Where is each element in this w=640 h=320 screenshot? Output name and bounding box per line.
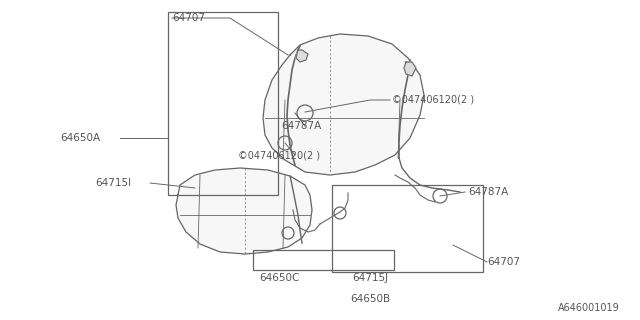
Text: 64715I: 64715I <box>95 178 131 188</box>
Polygon shape <box>404 62 416 76</box>
Text: 64650C: 64650C <box>259 273 299 283</box>
Text: 64650A: 64650A <box>60 133 100 143</box>
Bar <box>253 250 394 270</box>
Text: A646001019: A646001019 <box>558 303 620 313</box>
Text: 64787A: 64787A <box>281 121 321 131</box>
Text: ©047406120(2 ): ©047406120(2 ) <box>238 150 320 160</box>
Text: 64707: 64707 <box>172 13 205 23</box>
Bar <box>332 185 483 272</box>
Bar <box>168 12 278 195</box>
Text: 64715J: 64715J <box>352 273 388 283</box>
Polygon shape <box>296 50 308 62</box>
Text: 64650B: 64650B <box>350 294 390 304</box>
Text: 64707: 64707 <box>487 257 520 267</box>
Text: 64787A: 64787A <box>468 187 508 197</box>
Text: ©047406120(2 ): ©047406120(2 ) <box>392 95 474 105</box>
Polygon shape <box>176 168 312 254</box>
Polygon shape <box>263 34 424 175</box>
